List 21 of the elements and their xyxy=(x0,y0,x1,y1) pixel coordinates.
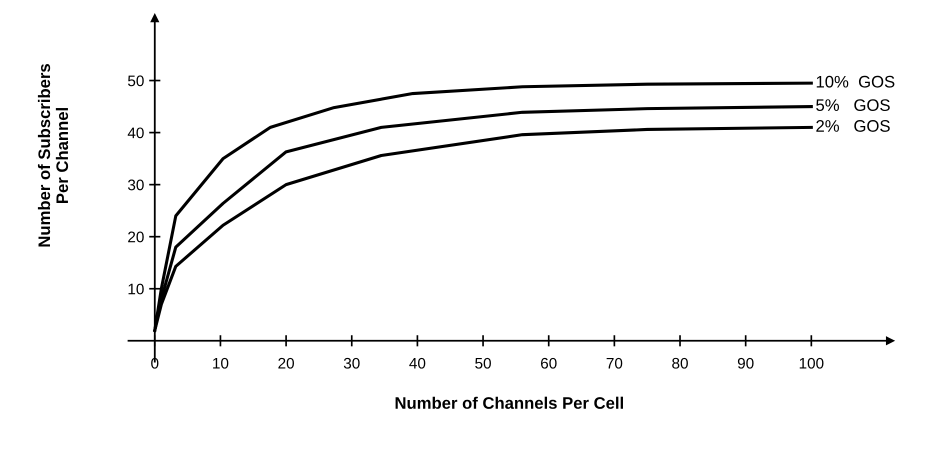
series-label: 5% GOS xyxy=(816,99,890,112)
x-tick-label: 20 xyxy=(278,358,294,369)
y-tick-label: 40 xyxy=(128,127,144,138)
y-axis-title: Number of Subscribers Per Channel xyxy=(38,64,68,247)
x-tick-label: 70 xyxy=(606,358,622,369)
series-label: 2% GOS xyxy=(816,120,890,132)
x-tick-label: 0 xyxy=(151,358,158,369)
x-tick-label: 60 xyxy=(540,358,557,369)
y-tick-label: 10 xyxy=(128,284,144,294)
x-axis-title: Number of Channels Per Cell xyxy=(396,396,623,409)
x-tick-label: 40 xyxy=(409,358,426,369)
x-tick-label: 90 xyxy=(738,358,754,369)
x-tick-label: 10 xyxy=(213,358,228,369)
y-tick-label: 20 xyxy=(128,232,144,242)
x-tick-label: 30 xyxy=(344,358,360,369)
series-label: 10% GOS xyxy=(816,76,894,88)
y-tick-label: 50 xyxy=(128,75,144,86)
x-tick-label: 100 xyxy=(800,358,824,369)
y-tick-label: 30 xyxy=(128,180,144,190)
x-tick-label: 50 xyxy=(475,358,491,369)
x-tick-label: 80 xyxy=(672,358,688,369)
